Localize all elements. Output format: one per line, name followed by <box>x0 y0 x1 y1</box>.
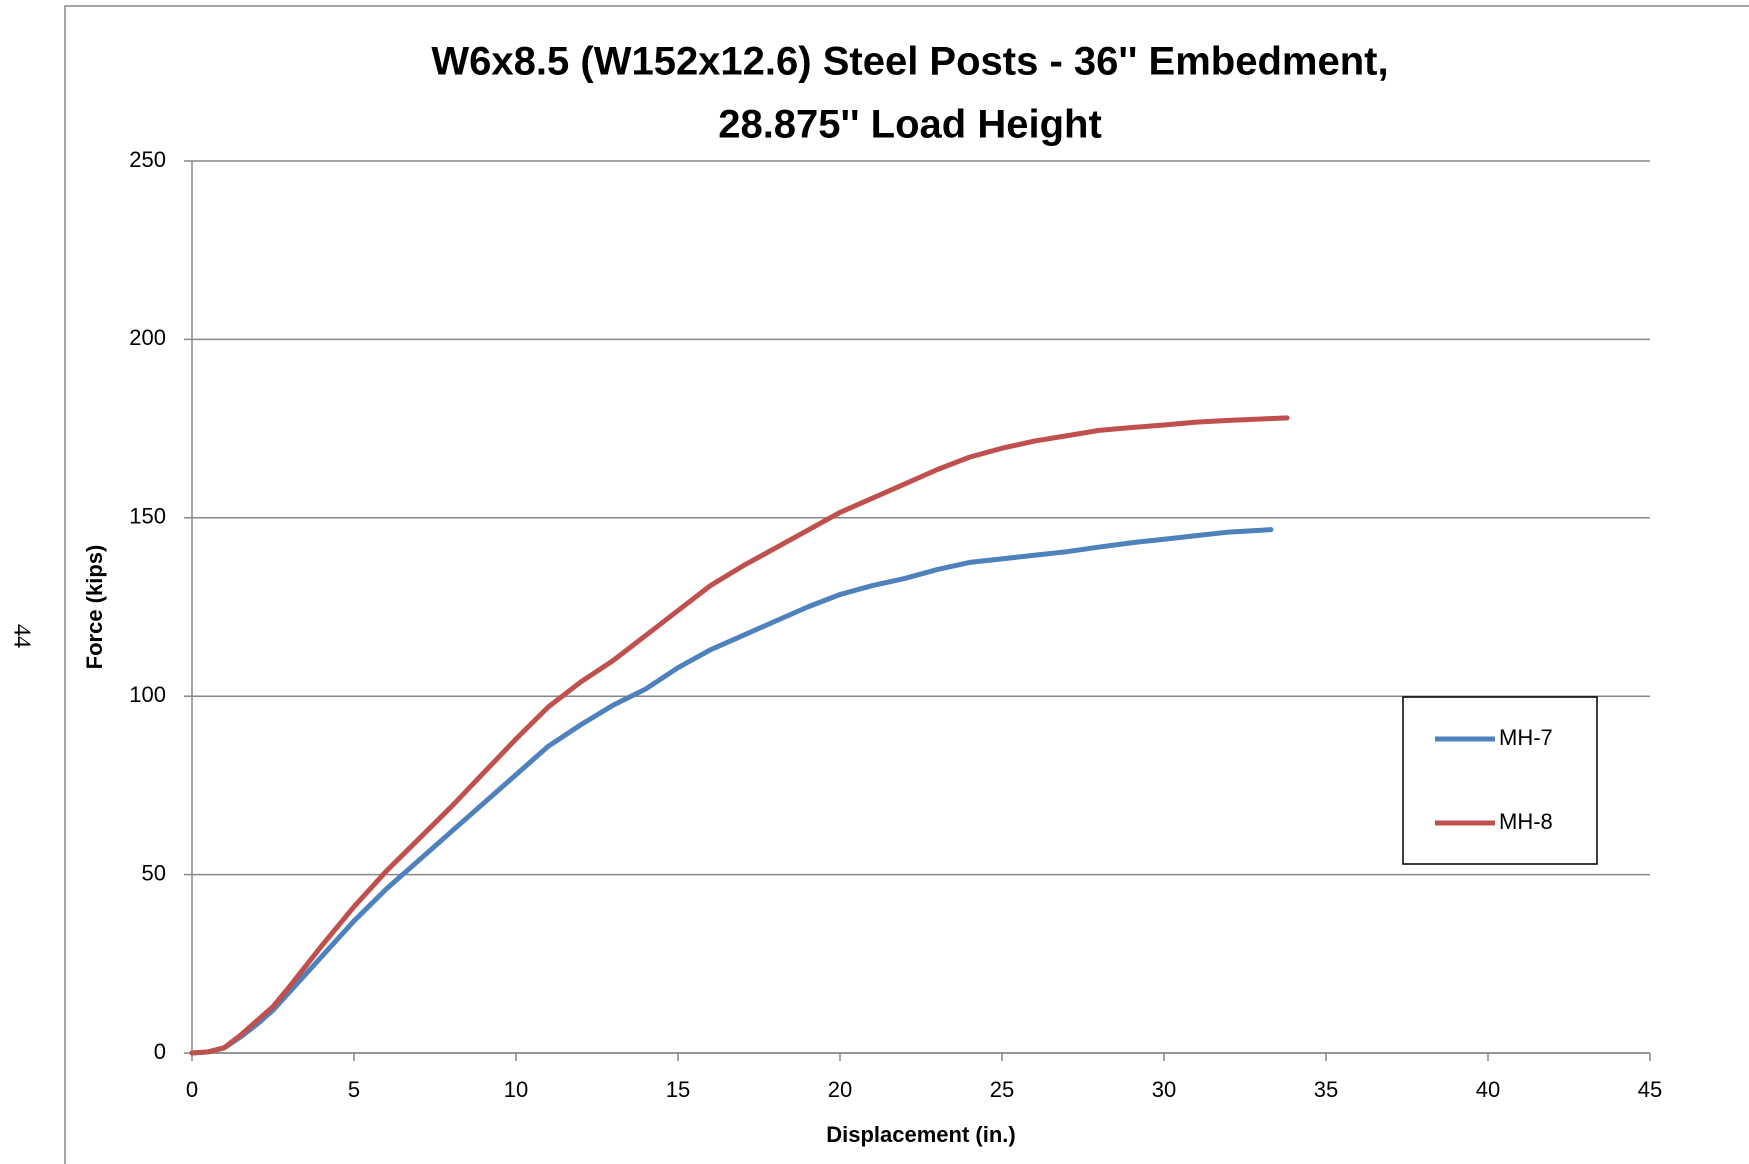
x-tick-label: 5 <box>348 1077 360 1102</box>
page-number: 44 <box>8 624 34 648</box>
legend-label: MH-8 <box>1499 809 1553 834</box>
y-tick-label: 50 <box>142 860 166 885</box>
chart-frame <box>64 5 1749 1164</box>
x-tick-label: 0 <box>186 1077 198 1102</box>
y-tick-label: 100 <box>129 682 166 707</box>
x-axis-label: Displacement (in.) <box>826 1122 1015 1147</box>
chart-title: W6x8.5 (W152x12.6) Steel Posts - 36'' Em… <box>431 40 1388 84</box>
x-tick-label: 30 <box>1152 1077 1176 1102</box>
y-tick-label: 150 <box>129 504 166 529</box>
legend-label: MH-7 <box>1499 725 1553 750</box>
legend-box <box>1402 696 1598 865</box>
chart-title: 28.875'' Load Height <box>718 103 1102 147</box>
y-axis-label: Force (kips) <box>82 545 107 670</box>
y-tick-label: 200 <box>129 325 166 350</box>
x-tick-label: 10 <box>504 1077 528 1102</box>
x-tick-label: 35 <box>1314 1077 1338 1102</box>
y-tick-label: 0 <box>154 1039 166 1064</box>
x-tick-label: 20 <box>828 1077 852 1102</box>
series-line <box>189 527 1274 1056</box>
x-tick-label: 45 <box>1638 1077 1662 1102</box>
x-tick-label: 15 <box>666 1077 690 1102</box>
x-tick-label: 40 <box>1476 1077 1500 1102</box>
y-tick-label: 250 <box>129 147 166 172</box>
series-line <box>189 415 1290 1056</box>
x-tick-label: 25 <box>990 1077 1014 1102</box>
